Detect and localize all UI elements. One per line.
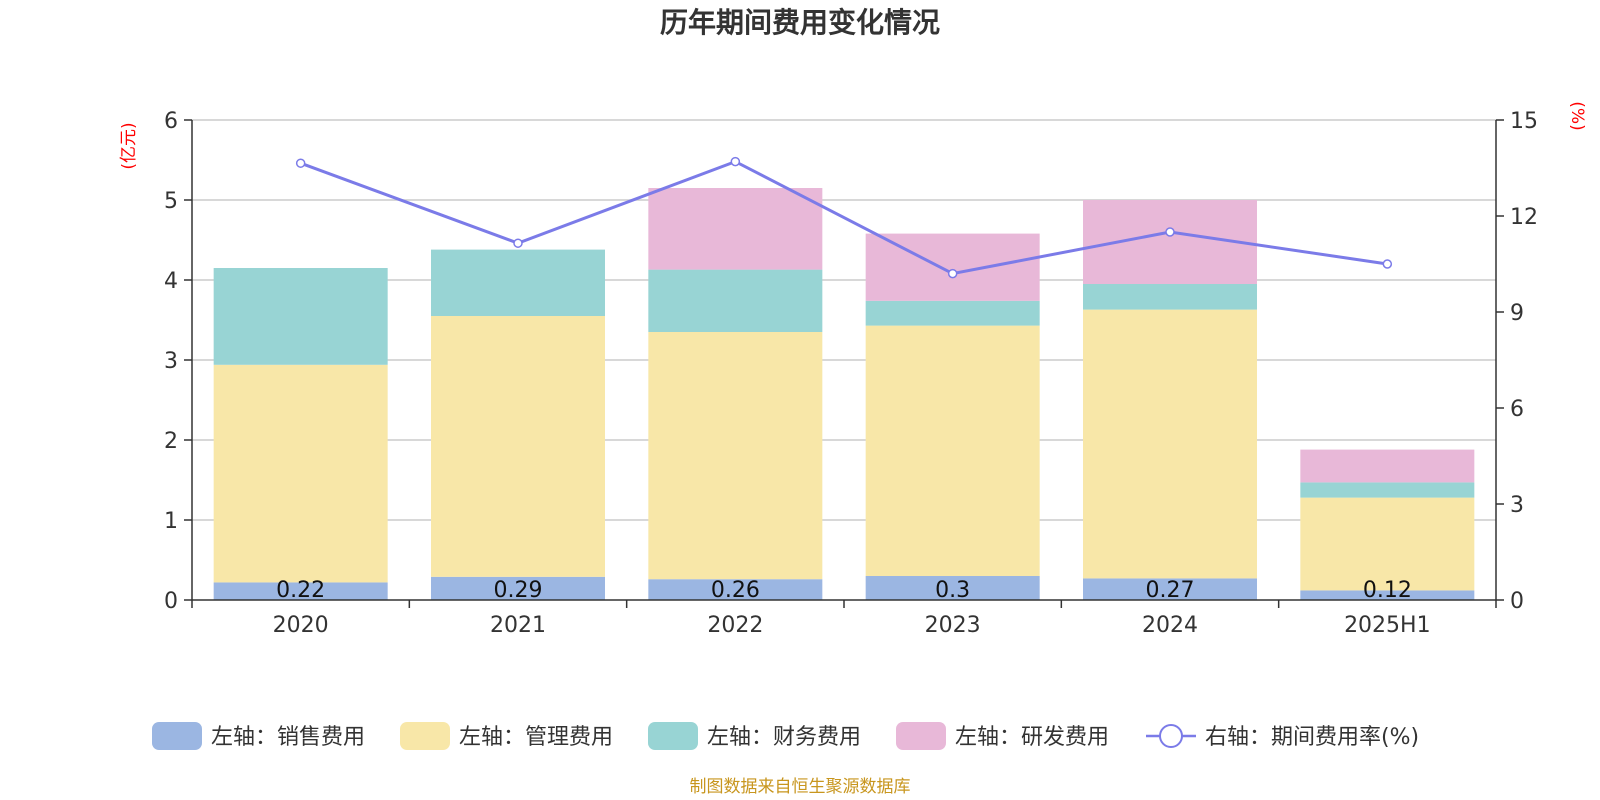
left-tick-label-2: 2 [164, 429, 178, 454]
legend-label-2: 左轴：财务费用 [707, 725, 861, 750]
bar-1-2020 [213, 364, 388, 583]
bar-1-2023 [865, 325, 1040, 576]
left-tick-label-1: 1 [164, 509, 178, 534]
left-tick-label-4: 4 [164, 269, 178, 294]
x-label-2024: 2024 [1142, 613, 1198, 638]
bar-0-2022 [648, 579, 823, 600]
left-tick-label-3: 3 [164, 349, 178, 374]
data-label-2025H1: 0.12 [1363, 578, 1412, 603]
right-axis-unit: (%) [1567, 101, 1587, 130]
right-tick-label-12: 12 [1510, 205, 1538, 230]
bar-2-2024 [1083, 284, 1257, 310]
rate-point-2024 [1165, 227, 1175, 237]
bar-2-2022 [648, 269, 823, 332]
bar-2-2020 [213, 268, 388, 365]
rate-point-2025H1 [1382, 259, 1393, 269]
x-label-2020: 2020 [273, 613, 329, 638]
right-tick-label-15: 15 [1510, 109, 1538, 134]
bar-0-2024 [1083, 578, 1257, 600]
x-label-2022: 2022 [707, 613, 763, 638]
x-label-2021: 2021 [490, 613, 546, 638]
legend-label-0: 左轴：销售费用 [211, 725, 365, 750]
rate-point-2020 [295, 158, 306, 168]
x-label-2025H1: 2025H1 [1344, 613, 1431, 638]
bar-1-2024 [1083, 309, 1257, 579]
legend-label-4: 右轴：期间费用率(%) [1205, 725, 1419, 750]
legend-swatch-3 [896, 722, 946, 750]
data-label-2020: 0.22 [276, 578, 325, 603]
legend-swatch-2 [648, 722, 698, 750]
bar-1-2025H1 [1300, 497, 1475, 591]
legend: 左轴：销售费用 左轴：管理费用 左轴：财务费用 左轴：研发费用 右轴：期间费用率(%) [152, 722, 1419, 750]
rate-point-2023 [947, 268, 958, 279]
data-label-2022: 0.26 [711, 578, 760, 603]
bar-series: 0.22 0.29 0.26 0.3 0.27 0.12 [213, 188, 1475, 603]
data-label-2021: 0.29 [494, 578, 543, 603]
left-tick-label-5: 5 [164, 189, 178, 214]
bar-0-2025H1 [1300, 590, 1475, 600]
right-tick-label-6: 6 [1510, 397, 1524, 422]
legend-marker-4 [1159, 724, 1183, 748]
bar-3-2022 [648, 188, 823, 270]
bar-2-2025H1 [1300, 482, 1475, 498]
chart-title: 历年期间费用变化情况 [660, 6, 940, 39]
bar-0-2020 [213, 582, 388, 600]
expense-rate-line [295, 156, 1393, 279]
left-tick-label-0: 0 [164, 589, 178, 614]
left-tick-label-6: 6 [164, 109, 178, 134]
bar-0-2023 [865, 576, 1040, 600]
legend-swatch-1 [400, 722, 450, 750]
rate-point-2022 [730, 156, 741, 167]
right-tick-label-0: 0 [1510, 589, 1524, 614]
data-label-2024: 0.27 [1146, 578, 1195, 603]
legend-swatch-0 [152, 722, 202, 750]
left-axis-unit: (亿元) [119, 122, 139, 169]
bar-3-2025H1 [1300, 449, 1475, 483]
right-tick-label-9: 9 [1510, 301, 1524, 326]
bar-0-2021 [431, 576, 605, 600]
right-tick-label-3: 3 [1510, 493, 1524, 518]
bar-2-2023 [865, 300, 1040, 326]
bar-2-2021 [431, 249, 605, 316]
data-label-2023: 0.3 [935, 578, 970, 603]
rate-point-2021 [513, 238, 523, 248]
bar-1-2021 [431, 316, 605, 577]
grid-lines [192, 119, 1496, 521]
legend-label-3: 左轴：研发费用 [955, 725, 1109, 750]
bar-1-2022 [648, 332, 823, 580]
x-label-2023: 2023 [925, 613, 981, 638]
rate-polyline [300, 159, 1388, 276]
data-source: 制图数据来自恒生聚源数据库 [690, 777, 911, 797]
legend-label-1: 左轴：管理费用 [459, 725, 613, 750]
